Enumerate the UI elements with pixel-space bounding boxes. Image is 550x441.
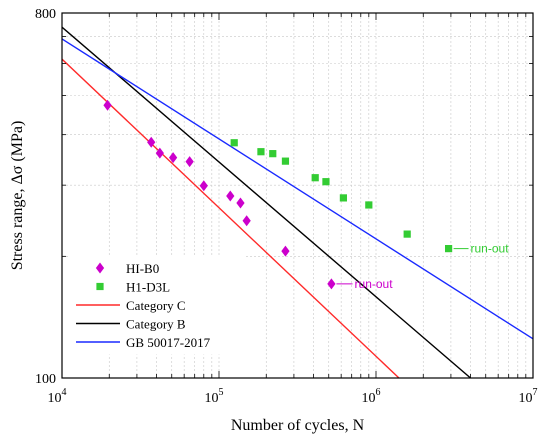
legend-label: Category C — [126, 298, 186, 313]
y-tick-label: 100 — [35, 372, 56, 387]
legend: HI-B0 H1-D3L Category C Category B GB 50017-… — [68, 256, 246, 355]
legend-label: GB 50017-2017 — [126, 335, 211, 350]
data-point-square — [281, 157, 290, 165]
legend-label: Category B — [126, 317, 186, 332]
data-point-square — [403, 230, 411, 238]
x-tick-label: 104 — [48, 387, 67, 406]
x-tick-base: 10 — [362, 391, 376, 406]
x-tick-base: 10 — [519, 391, 533, 406]
data-point-square — [339, 194, 348, 202]
legend-label: HI-B0 — [126, 261, 159, 276]
data-point-diamond — [103, 99, 112, 111]
data-point-diamond — [185, 156, 194, 168]
data-point-diamond — [199, 180, 208, 192]
x-tick-base: 10 — [48, 391, 62, 406]
series-line-2 — [62, 58, 400, 378]
data-point-diamond — [226, 190, 235, 202]
legend-label: H1-D3L — [126, 280, 170, 295]
y-axis-title: Stress range, Δσ (MPa) — [9, 121, 26, 271]
data-point-diamond — [236, 197, 245, 209]
x-axis-title: Number of cycles, N — [231, 417, 365, 434]
x-tick-exponent: 5 — [219, 387, 224, 398]
data-point-square — [365, 201, 373, 209]
run-out-label: run-out — [471, 242, 510, 256]
data-point-diamond — [168, 152, 178, 164]
data-point-diamond — [327, 278, 336, 290]
data-point-square — [311, 174, 319, 182]
x-tick-exponent: 4 — [62, 387, 67, 398]
data-point-square — [444, 245, 453, 253]
data-point-square — [257, 148, 265, 156]
data-point-square — [322, 178, 330, 186]
data-point-diamond — [242, 215, 251, 227]
series-line-3 — [62, 26, 471, 378]
legend-marker-diamond — [95, 262, 105, 274]
data-point-diamond — [281, 245, 290, 257]
x-tick-label: 107 — [519, 387, 538, 406]
data-points — [103, 99, 453, 290]
legend-marker-square — [96, 282, 104, 291]
annotations: run-out run-out — [336, 242, 509, 291]
x-tick-exponent: 7 — [533, 387, 538, 398]
series-line-4 — [62, 38, 533, 340]
data-point-square — [230, 139, 238, 147]
x-tick-label: 106 — [362, 387, 381, 406]
data-point-diamond — [155, 147, 164, 159]
data-point-square — [269, 150, 277, 158]
x-tick-label: 105 — [205, 387, 224, 406]
y-tick-label: 800 — [35, 7, 56, 22]
plot-area-frame — [61, 12, 534, 379]
x-tick-base: 10 — [205, 391, 219, 406]
data-point-diamond — [147, 136, 156, 148]
x-tick-exponent: 6 — [376, 387, 381, 398]
run-out-label: run-out — [355, 277, 394, 291]
fit-lines — [62, 26, 533, 378]
